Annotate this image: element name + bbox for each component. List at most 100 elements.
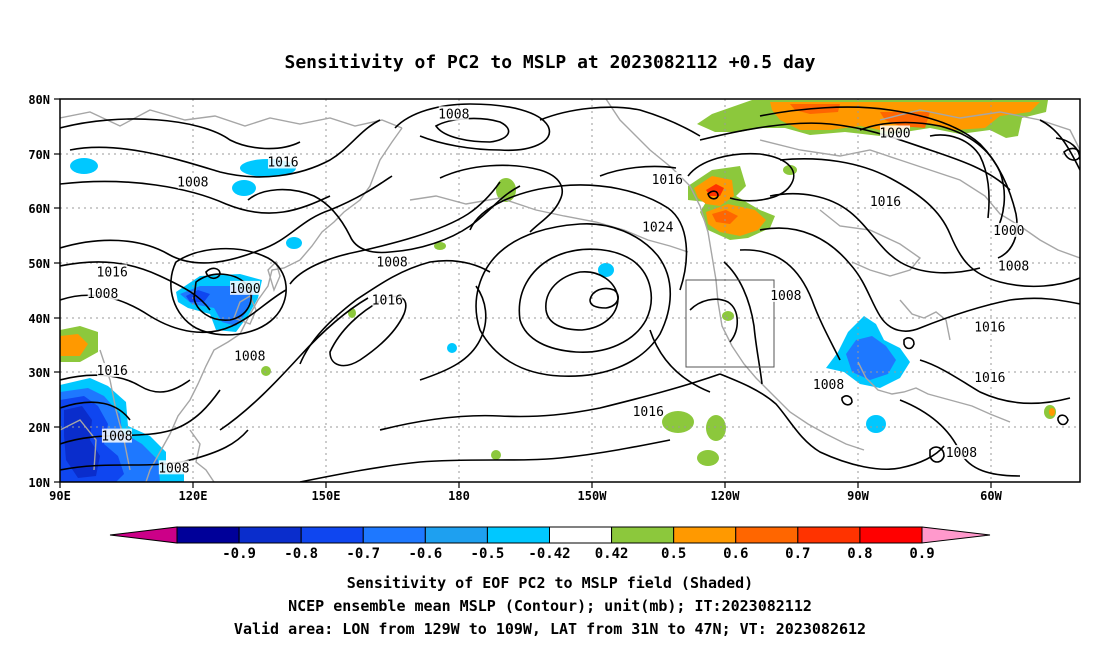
colorbar-label: 0.6 bbox=[723, 546, 748, 562]
contour-label-bg bbox=[97, 362, 128, 377]
lat-tick-label: 70N bbox=[28, 148, 50, 162]
contour-label: 1008 bbox=[998, 259, 1029, 274]
shade-positive-blob bbox=[348, 308, 356, 318]
contour-label-bg bbox=[974, 319, 1005, 334]
contour-label: 1008 bbox=[813, 378, 844, 393]
shade-positive-alaska-red-2 bbox=[712, 210, 738, 224]
caption-line-3: Valid area: LON from 129W to 109W, LAT f… bbox=[234, 620, 866, 638]
lat-tick-label: 30N bbox=[28, 366, 50, 380]
contour-label-bg bbox=[234, 348, 265, 363]
contour-label-bg bbox=[438, 106, 469, 121]
colorbar-swatch bbox=[673, 526, 737, 544]
colorbar-swatch bbox=[176, 526, 240, 544]
colorbar-label: 0.42 bbox=[595, 546, 629, 562]
contour-label: 1016 bbox=[633, 405, 664, 420]
contour-label: 1016 bbox=[974, 371, 1005, 386]
colorbar-swatch bbox=[486, 526, 550, 544]
lon-tick-label: 150W bbox=[578, 489, 608, 503]
contour-label-bg bbox=[998, 258, 1029, 273]
colorbar-label: -0.42 bbox=[528, 546, 570, 562]
contour-label: 1016 bbox=[652, 173, 683, 188]
contour-label: 1008 bbox=[770, 289, 801, 304]
contour-label-bg bbox=[633, 403, 664, 418]
contour-label: 1008 bbox=[158, 461, 189, 476]
contour-label: 1016 bbox=[97, 364, 128, 379]
shade-positive-blob bbox=[697, 450, 719, 466]
contour-label: 1008 bbox=[234, 350, 265, 365]
contour-label: 1008 bbox=[101, 430, 132, 445]
shade-positive-blob bbox=[261, 366, 271, 376]
lat-tick-label: 20N bbox=[28, 421, 50, 435]
contour-label: 1016 bbox=[870, 195, 901, 210]
lat-tick-label: 40N bbox=[28, 312, 50, 326]
lon-tick-label: 120W bbox=[711, 489, 741, 503]
colorbar-label: 0.8 bbox=[847, 546, 872, 562]
shade-negative-blob bbox=[447, 343, 457, 353]
contour-label-bg bbox=[813, 377, 844, 392]
shade-positive-blob bbox=[491, 450, 501, 460]
contour-label-bg bbox=[87, 285, 118, 300]
lat-tick-label: 10N bbox=[28, 476, 50, 490]
shade-positive-blob bbox=[722, 311, 734, 321]
valid-area-box bbox=[685, 279, 775, 368]
contour-label: 1008 bbox=[177, 176, 208, 191]
mslp-contours bbox=[60, 103, 1080, 482]
colorbar-label: 0.7 bbox=[785, 546, 810, 562]
colorbar-label: 0.9 bbox=[909, 546, 934, 562]
colorbar-label: -0.5 bbox=[471, 546, 505, 562]
contour-label-bg bbox=[230, 280, 261, 295]
contour-label-bg bbox=[974, 370, 1005, 385]
colorbar-label: -0.8 bbox=[284, 546, 318, 562]
colorbar-swatch bbox=[611, 526, 675, 544]
colorbar-swatch bbox=[424, 526, 488, 544]
map-frame bbox=[59, 98, 1081, 483]
contour-label-bg bbox=[377, 254, 408, 269]
colorbar-label: -0.9 bbox=[222, 546, 256, 562]
lon-tick-label: 60W bbox=[980, 489, 1002, 503]
shade-negative-blob bbox=[286, 237, 302, 249]
caption-line-1: Sensitivity of EOF PC2 to MSLP field (Sh… bbox=[347, 574, 753, 592]
lon-tick-label: 90E bbox=[49, 489, 71, 503]
contour-label-bg bbox=[642, 219, 673, 234]
contour-label: 1000 bbox=[229, 282, 260, 297]
shade-positive-blob bbox=[706, 415, 726, 441]
contour-label-bg bbox=[993, 222, 1024, 237]
colorbar-swatch bbox=[735, 526, 799, 544]
lat-axis: 80N 70N 60N 50N 40N 30N 20N 10N bbox=[28, 93, 60, 490]
coastlines bbox=[60, 99, 1080, 482]
shade-negative-blob bbox=[70, 158, 98, 174]
shade-positive-west-orange bbox=[60, 334, 88, 356]
contour-label: 1000 bbox=[993, 224, 1024, 239]
colorbar-low-extension bbox=[109, 526, 178, 544]
colorbar-label: -0.7 bbox=[346, 546, 380, 562]
colorbar-swatch bbox=[238, 526, 302, 544]
contour-label: 1016 bbox=[97, 265, 128, 280]
contour-label: 1016 bbox=[267, 155, 298, 170]
shade-negative-blob bbox=[866, 415, 886, 433]
shade-positive-blob bbox=[662, 411, 694, 433]
figure-title: Sensitivity of PC2 to MSLP at 2023082112… bbox=[284, 52, 815, 73]
shade-negative-blob bbox=[598, 263, 614, 277]
colorbar-high-extension bbox=[921, 526, 991, 544]
contour-label: 1000 bbox=[879, 126, 910, 141]
contour-label-bg bbox=[267, 154, 298, 169]
colorbar-swatch bbox=[797, 526, 861, 544]
shade-negative-blob bbox=[232, 180, 256, 196]
contour-labels: 1008 1016 1008 1016 1000 1016 1000 1024 1008 1008… bbox=[87, 106, 1029, 476]
contour-label: 1008 bbox=[438, 107, 469, 122]
lon-tick-label: 150E bbox=[312, 489, 341, 503]
contour-label-bg bbox=[946, 445, 977, 460]
colorbar-swatch bbox=[859, 526, 923, 544]
contour-label-bg bbox=[372, 292, 403, 307]
colorbar-swatch bbox=[362, 526, 426, 544]
shade-positive-blob bbox=[496, 178, 516, 202]
contour-label: 1016 bbox=[372, 293, 403, 308]
lat-tick-label: 50N bbox=[28, 257, 50, 271]
lon-tick-label: 90W bbox=[847, 489, 869, 503]
contour-label: 1024 bbox=[642, 221, 673, 236]
contour-label-bg bbox=[652, 171, 683, 186]
lat-tick-label: 60N bbox=[28, 202, 50, 216]
shade-positive-blob bbox=[1049, 408, 1055, 416]
colorbar-label: 0.5 bbox=[661, 546, 686, 562]
